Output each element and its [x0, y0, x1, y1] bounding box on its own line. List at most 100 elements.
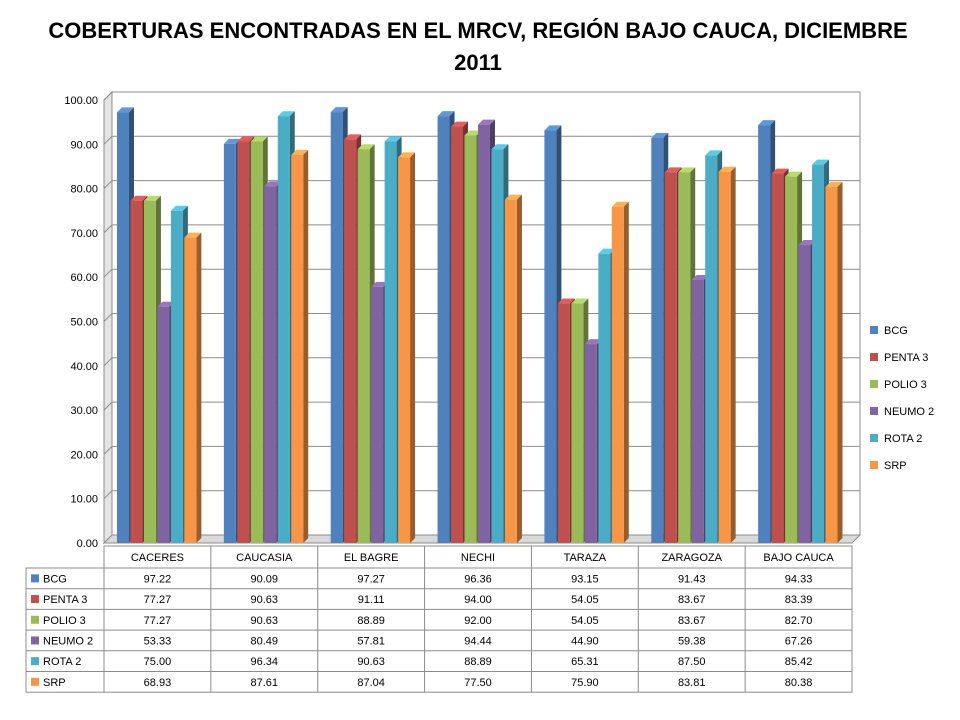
bar-top [771, 168, 789, 174]
bar [464, 135, 477, 543]
data-label: 96.34 [251, 656, 279, 668]
table-legend-key [31, 677, 39, 686]
bar-top [812, 159, 830, 165]
bar-top [437, 111, 455, 117]
bar-top [705, 150, 723, 156]
bar [812, 164, 825, 543]
bar [504, 199, 517, 544]
bar [170, 210, 183, 543]
bar [250, 141, 263, 543]
data-label: 85.42 [785, 656, 813, 668]
gridline-side [103, 401, 113, 411]
data-table [103, 545, 853, 693]
bar [478, 124, 490, 543]
data-label: 83.81 [678, 677, 706, 689]
y-tick-label: 100.00 [64, 95, 98, 107]
table-legend-key [31, 595, 39, 604]
bar-top [344, 134, 362, 140]
data-label: 90.09 [251, 573, 279, 585]
bar-top [157, 301, 175, 307]
bar-top [491, 144, 509, 150]
bar-top [544, 125, 562, 131]
bar-top [651, 132, 669, 138]
gridline-side [103, 91, 113, 101]
bar [157, 306, 170, 543]
bar [544, 130, 557, 543]
y-tick-label: 30.00 [70, 405, 98, 417]
table-legend-key [31, 615, 39, 624]
bar [785, 176, 798, 544]
table-legend-key [31, 636, 39, 645]
bar-top [371, 281, 389, 287]
bar [277, 116, 290, 543]
gridline-side [103, 135, 113, 145]
chart-title-line2: 2011 [454, 50, 502, 75]
bar [771, 173, 784, 543]
bar-top [584, 339, 602, 345]
bar-top [664, 167, 682, 173]
x-tick-label: TARAZA [564, 552, 607, 564]
bar-top [691, 274, 709, 280]
bar-top [451, 121, 469, 127]
data-label: 90.63 [251, 615, 279, 627]
y-tick-label: 90.00 [70, 139, 98, 151]
legend-label: BCG [884, 325, 908, 337]
bar [678, 172, 691, 543]
gridline-side [103, 180, 113, 189]
bar [330, 112, 343, 543]
data-label: 68.93 [144, 677, 172, 689]
bar [825, 186, 838, 543]
bar-top [130, 195, 148, 201]
bar-top [291, 149, 309, 155]
bar [451, 126, 464, 543]
bar-side [410, 152, 416, 544]
legend-label: ROTA 2 [884, 433, 922, 445]
bar-top [478, 119, 495, 125]
bar-top [785, 171, 803, 177]
bar-top [464, 130, 482, 136]
data-label: 92.00 [464, 615, 492, 627]
gridline-side [103, 313, 113, 322]
bar-top [357, 144, 375, 150]
data-label: 59.38 [678, 635, 706, 647]
bar-top [611, 201, 629, 207]
data-label: 77.50 [464, 677, 492, 689]
bar [584, 344, 597, 543]
bar-top [170, 205, 188, 211]
data-label: 96.36 [464, 573, 492, 585]
bar [798, 245, 811, 543]
bar [143, 200, 156, 543]
table-series-name: NEUMO 2 [43, 635, 93, 647]
bar-top [117, 107, 134, 113]
data-label: 83.67 [678, 615, 706, 627]
legend-key [870, 407, 878, 415]
data-label: 44.90 [571, 635, 599, 647]
legend-key [870, 380, 878, 388]
bar [264, 186, 277, 543]
bar [718, 171, 731, 544]
data-label: 87.50 [678, 656, 706, 668]
bar-top [330, 107, 348, 113]
table-series-name: PENTA 3 [43, 594, 87, 606]
data-label: 54.05 [571, 594, 599, 606]
x-tick-label: ZARAGOZA [661, 552, 722, 564]
bar [651, 137, 664, 544]
y-tick-label: 70.00 [70, 228, 98, 240]
data-label: 67.26 [785, 635, 813, 647]
table-series-name: SRP [43, 677, 66, 689]
data-label: 93.15 [571, 573, 599, 585]
bar [223, 143, 236, 543]
data-label: 90.63 [357, 656, 385, 668]
bar-side [837, 181, 843, 543]
x-tick-label: EL BAGRE [344, 552, 399, 564]
data-label: 53.33 [144, 635, 172, 647]
legend-key [870, 434, 878, 442]
bar [705, 155, 718, 543]
bar-top [223, 138, 241, 144]
data-label: 91.11 [358, 594, 385, 606]
bar [130, 200, 143, 543]
bar [664, 172, 677, 543]
x-tick-label: CAUCASIA [236, 552, 293, 564]
bar [184, 237, 197, 543]
y-tick-label: 40.00 [70, 361, 98, 373]
